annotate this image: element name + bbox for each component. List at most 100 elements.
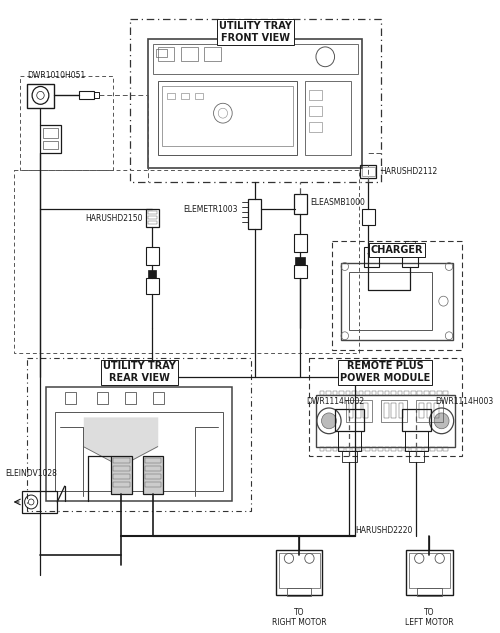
Bar (148, 211, 157, 214)
Bar (418, 588, 442, 596)
Bar (146, 279, 158, 294)
Bar (44, 128, 58, 138)
Bar (424, 446, 428, 451)
Bar (294, 265, 306, 279)
Bar (308, 106, 322, 116)
Bar (364, 247, 379, 266)
Bar (113, 482, 130, 487)
Bar (444, 391, 448, 395)
Bar (320, 391, 324, 395)
Bar (341, 263, 453, 340)
Text: REMOTE PLUS
POWER MODULE: REMOTE PLUS POWER MODULE (340, 361, 430, 383)
Bar (366, 446, 370, 451)
Bar (385, 446, 390, 451)
Bar (418, 391, 422, 395)
Bar (444, 446, 448, 451)
Bar (148, 270, 156, 279)
Bar (362, 209, 374, 225)
Bar (378, 391, 383, 395)
Bar (28, 84, 54, 108)
Bar (418, 446, 422, 451)
Bar (368, 243, 376, 249)
Bar (359, 391, 364, 395)
Bar (167, 94, 175, 99)
Bar (94, 92, 99, 98)
Bar (339, 391, 344, 395)
Bar (40, 125, 61, 153)
Bar (372, 391, 376, 395)
Bar (384, 403, 388, 418)
Bar (148, 221, 157, 224)
Bar (181, 94, 190, 99)
Bar (308, 91, 322, 100)
Bar (294, 194, 306, 214)
Bar (148, 39, 362, 168)
Bar (399, 403, 404, 418)
Bar (308, 122, 322, 132)
Bar (406, 551, 453, 595)
Bar (385, 391, 390, 395)
Bar (402, 409, 432, 430)
Bar (111, 456, 132, 494)
Bar (276, 551, 322, 595)
Text: HARUSHD2112: HARUSHD2112 (380, 167, 438, 176)
Bar (153, 392, 164, 404)
Bar (409, 553, 450, 588)
Bar (332, 446, 338, 451)
Bar (342, 451, 357, 462)
Circle shape (434, 413, 449, 429)
Bar (411, 446, 416, 451)
Bar (416, 400, 442, 422)
Bar (332, 391, 338, 395)
Text: TO
LEFT MOTOR: TO LEFT MOTOR (405, 608, 454, 627)
Text: UTILITY TRAY
REAR VIEW: UTILITY TRAY REAR VIEW (102, 361, 176, 383)
Text: ELEMETR1003: ELEMETR1003 (183, 204, 238, 214)
Bar (153, 44, 358, 73)
Bar (402, 245, 418, 266)
Bar (44, 141, 58, 149)
Bar (426, 403, 432, 418)
Bar (392, 403, 396, 418)
Bar (143, 456, 164, 494)
Bar (392, 446, 396, 451)
Bar (430, 446, 435, 451)
Bar (339, 446, 344, 451)
Bar (296, 256, 305, 265)
Text: DWR1114H002: DWR1114H002 (306, 396, 365, 406)
Bar (409, 451, 424, 462)
Bar (287, 588, 312, 596)
Bar (113, 458, 130, 463)
Text: HARUSHD2150: HARUSHD2150 (85, 213, 142, 223)
Bar (381, 400, 407, 422)
Bar (130, 19, 381, 182)
Bar (326, 446, 331, 451)
Text: CHARGER: CHARGER (370, 245, 423, 254)
Bar (437, 391, 442, 395)
Bar (366, 391, 370, 395)
Bar (404, 446, 409, 451)
Text: HARUSHD2220: HARUSHD2220 (355, 526, 412, 535)
Bar (305, 80, 352, 154)
Bar (392, 391, 396, 395)
Text: ELEINDV1028: ELEINDV1028 (5, 469, 57, 478)
Bar (362, 166, 374, 177)
Bar (424, 391, 428, 395)
Bar (181, 47, 198, 61)
Bar (144, 482, 162, 487)
Bar (437, 446, 442, 451)
Circle shape (322, 413, 336, 429)
Bar (278, 553, 320, 588)
Bar (360, 165, 376, 179)
Bar (204, 47, 221, 61)
Bar (22, 491, 57, 513)
Bar (20, 75, 113, 170)
Bar (144, 467, 162, 472)
Bar (346, 400, 372, 422)
Bar (398, 446, 402, 451)
Bar (113, 467, 130, 472)
Bar (156, 49, 167, 57)
Bar (348, 272, 432, 330)
Bar (372, 446, 376, 451)
Text: UTILITY TRAY
FRONT VIEW: UTILITY TRAY FRONT VIEW (219, 21, 292, 43)
Bar (346, 446, 350, 451)
